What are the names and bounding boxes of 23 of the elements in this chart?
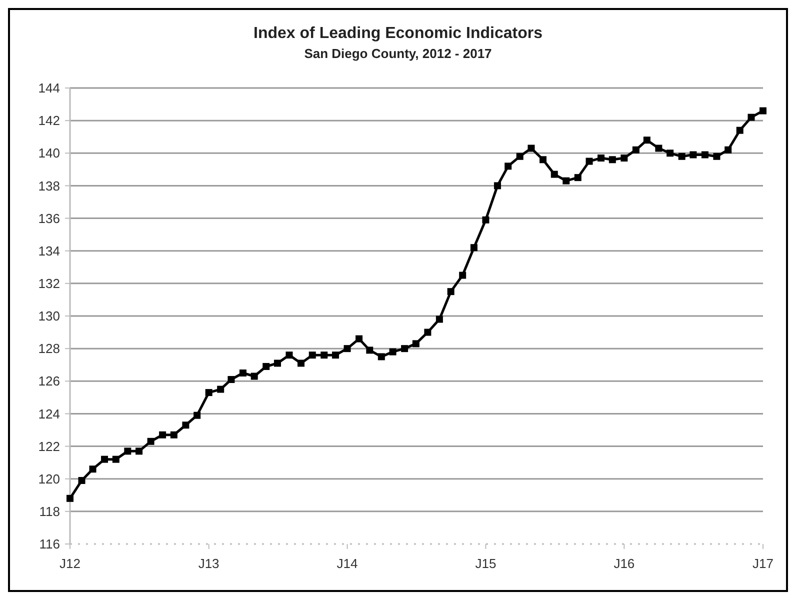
y-tick-label: 132 bbox=[38, 276, 60, 291]
chart-subtitle: San Diego County, 2012 - 2017 bbox=[304, 46, 492, 61]
y-tick-label: 124 bbox=[38, 406, 60, 422]
y-tick-label: 142 bbox=[38, 113, 60, 128]
y-tick-label: 130 bbox=[38, 308, 60, 324]
x-tick-label: J13 bbox=[198, 556, 220, 571]
y-tick-label: 118 bbox=[39, 504, 60, 519]
x-tick-label: J15 bbox=[475, 556, 496, 571]
y-tick-label: 136 bbox=[38, 210, 60, 226]
y-tick-label: 122 bbox=[38, 438, 60, 454]
y-tick-label: 120 bbox=[38, 471, 60, 486]
x-tick-label: J17 bbox=[752, 556, 774, 571]
y-tick-label: 144 bbox=[38, 80, 60, 96]
y-tick-label: 140 bbox=[38, 146, 60, 161]
y-tick-label: 128 bbox=[38, 341, 60, 356]
x-tick-label: J14 bbox=[336, 556, 358, 571]
x-tick-label: J12 bbox=[60, 556, 80, 571]
y-tick-label: 138 bbox=[38, 178, 60, 194]
y-tick-label: 116 bbox=[39, 536, 60, 552]
chart-title: Index of Leading Economic Indicators bbox=[254, 25, 543, 42]
y-tick-label: 134 bbox=[38, 243, 60, 258]
x-tick-label: J16 bbox=[614, 556, 635, 571]
y-tick-label: 126 bbox=[38, 374, 60, 389]
